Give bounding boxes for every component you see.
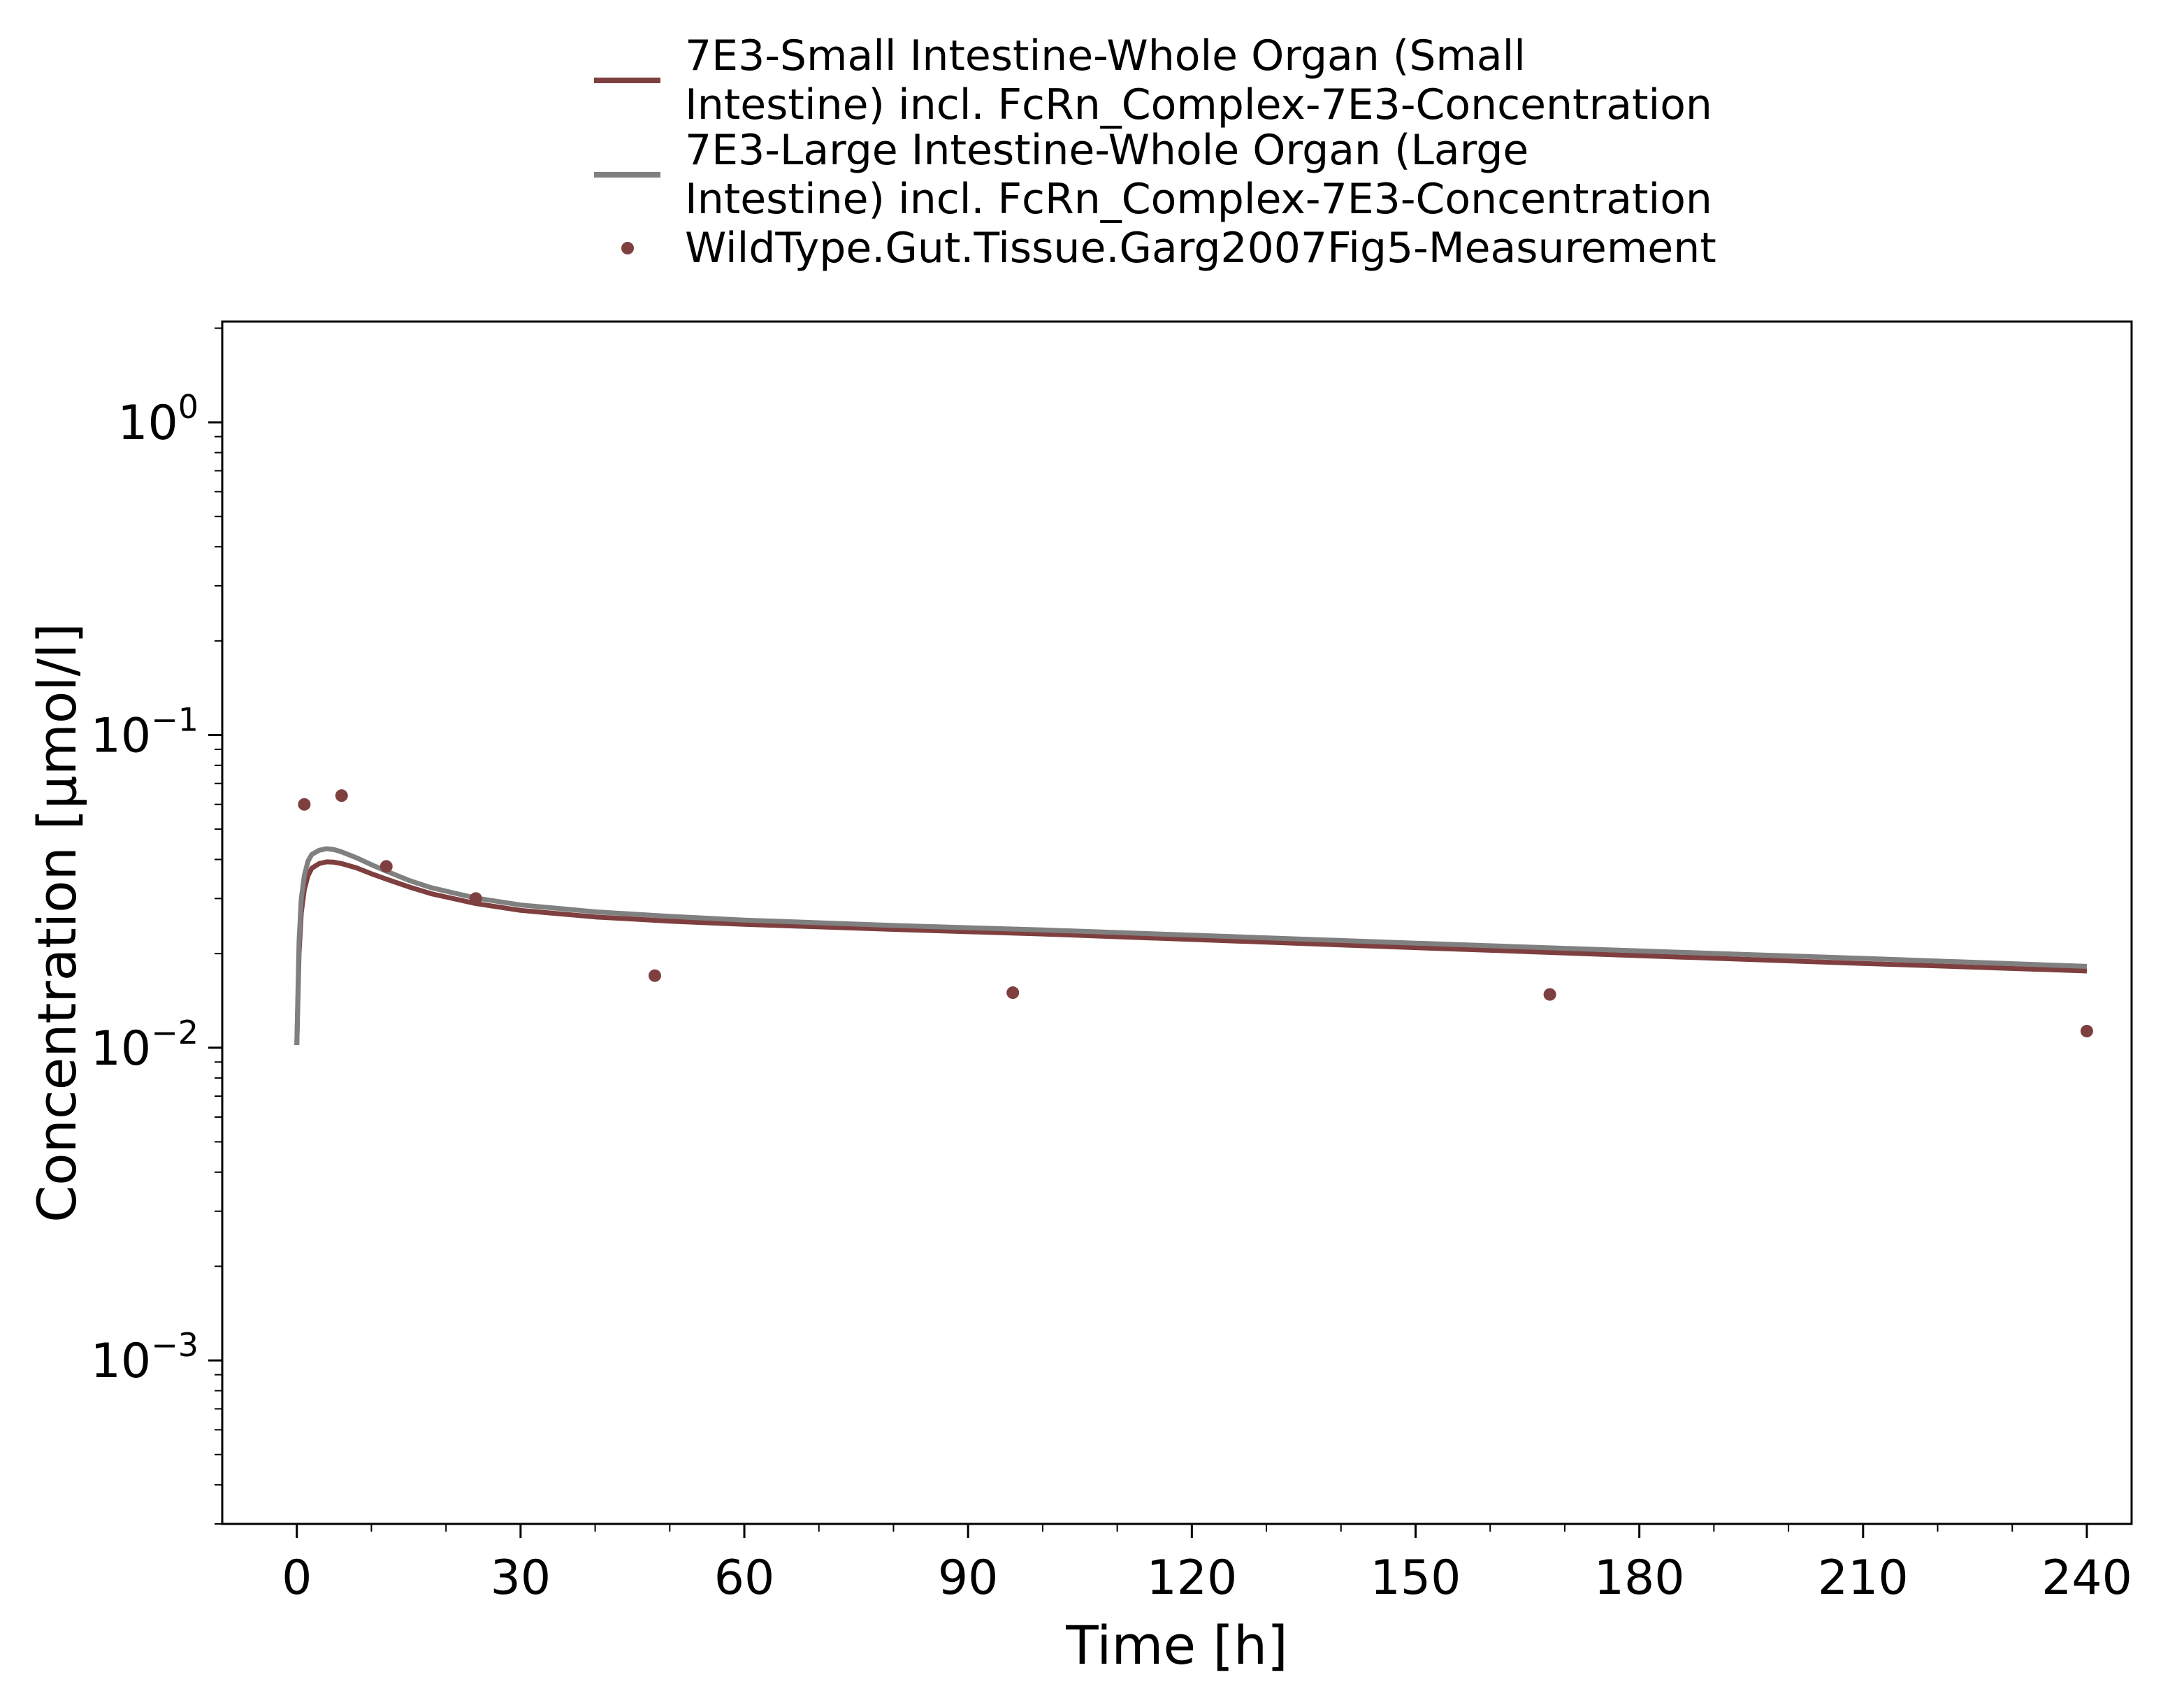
x-tick-label: 30 [491,1550,551,1606]
data-point [379,860,393,873]
x-tick-label: 120 [1146,1550,1237,1606]
y-tick-base: 10 [91,1021,152,1077]
legend-entry-text: 7E3-Small Intestine-Whole Organ (Small [685,31,1526,80]
legend: 7E3-Small Intestine-Whole Organ (SmallIn… [594,31,1716,273]
legend-entry-text: Intestine) incl. FcRn_Complex-7E3-Concen… [685,175,1712,224]
legend-entry-text: 7E3-Large Intestine-Whole Organ (Large [685,126,1528,175]
data-point [1543,988,1556,1001]
x-tick-label: 210 [1818,1550,1909,1606]
y-axis-label: Concentration [µmol/l] [26,623,88,1223]
data-point [1006,986,1020,1000]
x-axis-label: Time [h] [1065,1614,1288,1676]
y-tick-label: 100 [117,388,198,451]
legend-entry-text: WildType.Gut.Tissue.Garg2007Fig5-Measure… [685,224,1716,273]
data-point [2080,1025,2093,1038]
x-tick-label: 90 [938,1550,999,1606]
x-tick-label: 150 [1371,1550,1461,1606]
y-tick-exponent: 0 [178,388,198,426]
y-tick-exponent: −1 [151,700,198,738]
y-tick-base: 10 [91,1334,152,1389]
legend-swatch-2 [621,242,634,254]
y-tick-base: 10 [117,396,178,451]
x-tick-label: 240 [2041,1550,2132,1606]
x-tick-label: 0 [282,1550,312,1606]
x-tick-label: 60 [714,1550,775,1606]
data-point [298,798,311,811]
y-tick-label: 10−3 [91,1326,198,1389]
y-tick-exponent: −3 [151,1326,198,1364]
series-layer [294,789,2093,1045]
y-tick-base: 10 [91,708,152,763]
y-tick-label: 10−1 [91,700,198,763]
legend-entry-text: Intestine) incl. FcRn_Complex-7E3-Concen… [685,80,1712,129]
series-line-0 [294,859,2088,1045]
x-tick-label: 180 [1594,1550,1685,1606]
data-point [648,969,661,982]
plot-area-frame [221,320,2133,1525]
y-tick-exponent: −2 [151,1014,198,1051]
series-line-1 [294,846,2088,1045]
data-point [335,789,348,803]
data-point [469,892,482,905]
x-axis: 0 30 60 90 120 150 180 210 240 [282,1524,2132,1606]
y-tick-label: 10−2 [91,1014,198,1077]
